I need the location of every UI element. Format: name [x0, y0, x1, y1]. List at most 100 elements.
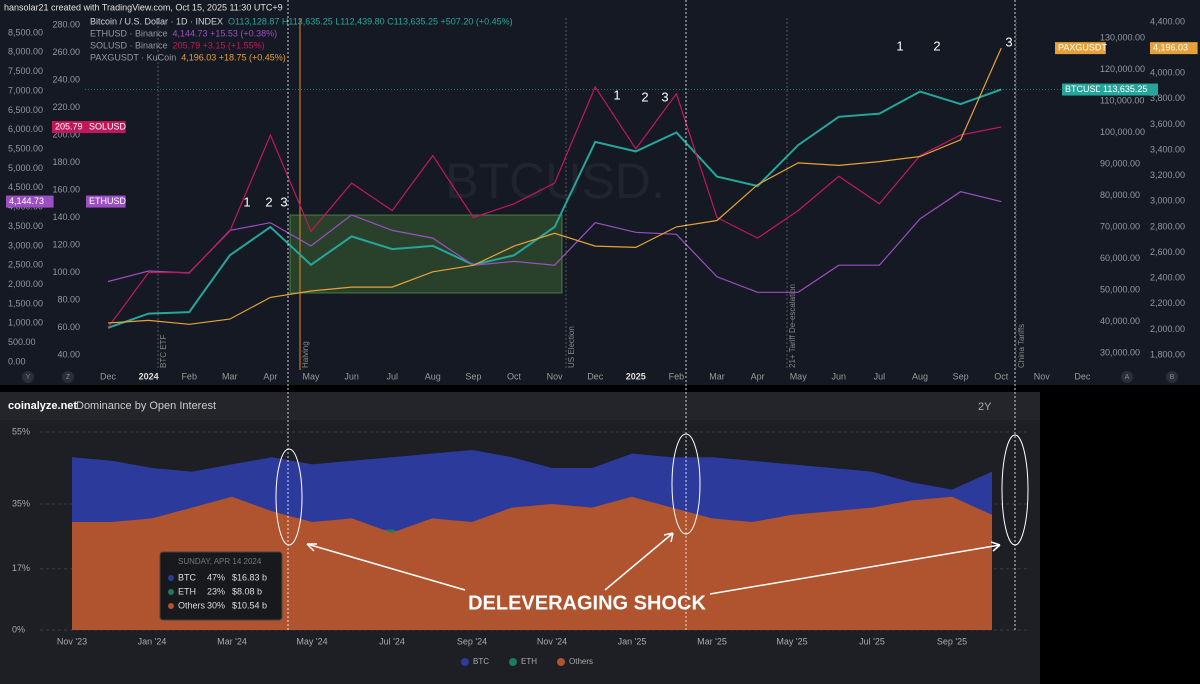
y-tick-label: 4,400.00 — [1150, 16, 1185, 26]
event-label: China Tariffs — [1017, 324, 1026, 368]
tag-name: SOLUSD — [89, 121, 127, 131]
price-tag-label: 4,196.03 — [1153, 42, 1188, 52]
y-tick-label: 280.00 — [52, 19, 80, 29]
y-tick-label: 500.00 — [8, 337, 36, 347]
x-tick-label: Nov '23 — [57, 636, 87, 646]
price-line — [107, 85, 1002, 328]
y-tick-label: 220.00 — [52, 102, 80, 112]
price-line — [107, 191, 1002, 293]
tag-name-bg — [1062, 83, 1102, 96]
x-tick-label: Mar — [709, 371, 725, 381]
legend-dot — [461, 658, 469, 666]
highlight-ellipse — [1001, 434, 1029, 546]
x-tick-label: Feb — [669, 371, 685, 381]
y-tick-label: 6,500.00 — [8, 105, 43, 115]
x-tick-label: Dec — [1074, 371, 1091, 381]
x-tick-label: Nov — [1034, 371, 1051, 381]
legend-quote: 4,144.73 +15.53 (+0.38%) — [173, 28, 278, 38]
y-tick-label: 0% — [12, 624, 25, 634]
x-tick-label: Nov — [547, 371, 564, 381]
y-tick-label: 1,800.00 — [1150, 349, 1185, 359]
y-tick-label: 140.00 — [52, 212, 80, 222]
highlight-ellipse — [671, 433, 701, 535]
x-tick-label: Jun — [832, 371, 847, 381]
peak-label: 2 — [265, 194, 272, 209]
arrow — [604, 532, 674, 591]
y-tick-label: 70,000.00 — [1100, 221, 1140, 231]
y-tick-label: 2,600.00 — [1150, 247, 1185, 257]
peak-label: 2 — [933, 38, 940, 53]
y-tick-label: 2,000.00 — [1150, 324, 1185, 334]
x-tick-label: Jul — [874, 371, 886, 381]
x-tick-label: Jan '25 — [618, 636, 647, 646]
y-tick-label: 110,000.00 — [1100, 95, 1144, 105]
source: coinalyze.net — [8, 400, 77, 412]
legend-dot — [557, 658, 565, 666]
tag-name-bg — [1055, 42, 1106, 55]
tooltip-amount: $10.54 b — [232, 600, 267, 610]
y-tick-label: 90,000.00 — [1100, 158, 1140, 168]
y-tick-label: 3,000.00 — [8, 240, 43, 250]
tag-name: PAXGUSDT — [1058, 42, 1107, 52]
annotation: DELEVERAGING SHOCK — [468, 592, 706, 614]
price-tag — [1150, 42, 1198, 55]
toolbar-button[interactable] — [22, 371, 34, 383]
y-tick-label: 60,000.00 — [1100, 253, 1140, 263]
toolbar-button[interactable] — [1166, 371, 1178, 383]
range-button[interactable]: 2Y — [978, 401, 992, 413]
x-tick-label: 2024 — [139, 371, 159, 381]
overlay — [275, 0, 1029, 630]
peak-label: 1 — [243, 194, 250, 209]
y-tick-label: 1,500.00 — [8, 298, 43, 308]
y-tick-label: 2,400.00 — [1150, 273, 1185, 283]
x-tick-label: May — [302, 371, 320, 381]
x-tick-label: Oct — [507, 371, 522, 381]
x-tick-label: Dec — [100, 371, 117, 381]
arrow-head — [306, 543, 317, 552]
peak-label: 1 — [613, 87, 620, 102]
tooltip-name: BTC — [178, 572, 197, 582]
tag-name: BTCUSD — [1065, 84, 1103, 94]
legend-label: ETH — [521, 657, 537, 666]
y-tick-label: 100.00 — [52, 267, 80, 277]
x-tick-label: Mar '24 — [217, 636, 247, 646]
legend-quote: 4,196.03 +18.75 (+0.45%) — [181, 52, 286, 62]
tag-name-bg — [86, 195, 126, 208]
legend-label: Others — [569, 657, 593, 666]
tooltip-value: 23% — [207, 586, 225, 596]
x-tick-label: Jul '25 — [859, 636, 885, 646]
x-tick-label: Apr — [263, 371, 277, 381]
tooltip-dot — [168, 603, 174, 609]
toolbar-button[interactable] — [62, 371, 74, 383]
y-tick-label: 50,000.00 — [1100, 284, 1140, 294]
toolbar-button[interactable] — [1121, 371, 1133, 383]
y-tick-label: 40.00 — [57, 349, 80, 359]
peak-label: 1 — [896, 38, 903, 53]
tooltip-name: Others — [178, 600, 206, 610]
price-tag-label: 4,144.73 — [9, 196, 44, 206]
y-tick-label: 17% — [12, 563, 30, 573]
legend-name: ETHUSD · Binance — [90, 28, 168, 38]
x-tick-label: May '25 — [776, 636, 807, 646]
arrow — [306, 543, 466, 591]
x-tick-label: May '24 — [296, 636, 327, 646]
price-tag — [6, 195, 54, 208]
y-tick-label: 6,000.00 — [8, 124, 43, 134]
y-tick-label: 5,500.00 — [8, 143, 43, 153]
y-tick-label: 3,000.00 — [1150, 196, 1185, 206]
top-chart: BTC ETF Halving US Election 21+ Tariff De-e… — [6, 16, 1198, 383]
x-tick-label: Jul — [386, 371, 398, 381]
tooltip-name: ETH — [178, 586, 196, 596]
y-tick-label: 260.00 — [52, 47, 80, 57]
tooltip-dot — [168, 589, 174, 595]
x-tick-label: May — [790, 371, 808, 381]
arrow-head — [663, 532, 674, 543]
y-tick-label: 8,500.00 — [8, 27, 43, 37]
y-tick-label: 100,000.00 — [1100, 127, 1145, 137]
x-tick-label: Sep — [465, 371, 481, 381]
y-tick-label: 200.00 — [52, 129, 80, 139]
y-tick-label: 120,000.00 — [1100, 64, 1145, 74]
toolbar-label: Z — [66, 374, 71, 381]
y-tick-label: 60.00 — [57, 322, 80, 332]
peak-label: 3 — [280, 194, 287, 209]
